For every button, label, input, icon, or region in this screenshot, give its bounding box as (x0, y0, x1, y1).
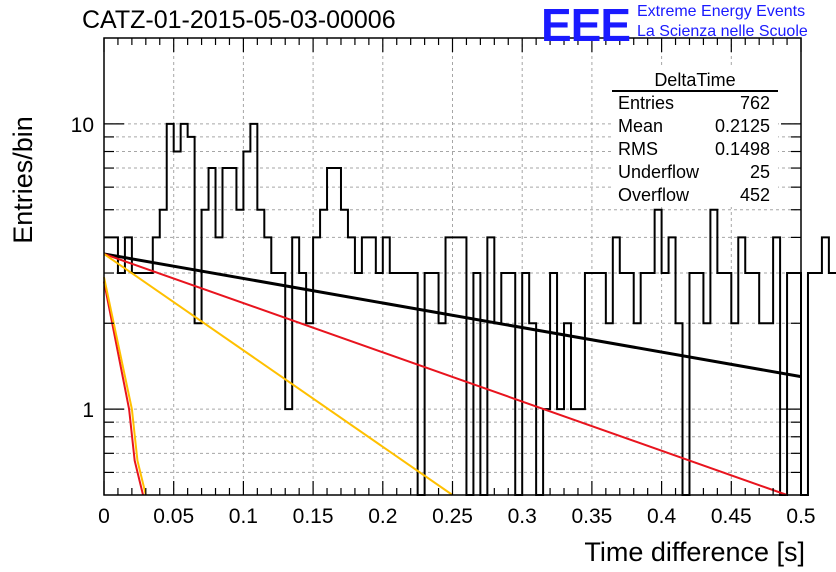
stat-label: Underflow (618, 162, 700, 182)
stat-label: Overflow (618, 185, 690, 205)
stat-label: RMS (618, 139, 658, 159)
eee-logo-mark: EEE (541, 0, 631, 51)
stat-value: 25 (749, 162, 770, 182)
x-tick-label: 0.05 (153, 505, 194, 528)
logo-line-1: Extreme Energy Events (637, 3, 806, 20)
x-tick-label: 0.5 (786, 505, 815, 528)
stat-value: 0.1498 (714, 139, 770, 159)
stat-row-rms: RMS 0.1498 (612, 138, 778, 161)
x-tick-label: 0.1 (229, 505, 258, 528)
fit-curves (103, 252, 802, 496)
x-tick-label: 0.25 (432, 505, 473, 528)
stat-label: Entries (618, 93, 675, 113)
stat-row-underflow: Underflow 25 (612, 161, 778, 184)
stats-box: DeltaTime Entries 762 Mean 0.2125 RMS 0.… (612, 68, 778, 207)
x-axis-label: Time difference [s] (584, 537, 805, 567)
stat-label: Mean (618, 116, 664, 136)
x-tick-label: 0.45 (711, 505, 752, 528)
x-tick-label: 0.15 (293, 505, 334, 528)
histogram-series (104, 122, 836, 496)
fit-line-2 (103, 253, 454, 496)
stat-value: 452 (739, 185, 770, 205)
stat-value: 0.2125 (714, 116, 770, 136)
stat-row-mean: Mean 0.2125 (612, 115, 778, 138)
x-tick-label: 0.35 (571, 505, 612, 528)
chart-title: CATZ-01-2015-05-03-00006 (82, 6, 396, 34)
y-tick-label: 10 (71, 114, 94, 137)
fit-line-0 (103, 252, 802, 379)
stat-row-entries: Entries 762 (612, 92, 778, 115)
x-tick-label: 0.2 (368, 505, 397, 528)
x-tick-label: 0.4 (647, 505, 677, 528)
logo-line-2: La Scienza nelle Scuole (637, 23, 808, 40)
y-tick-label: 1 (82, 399, 94, 422)
fit-line-3 (103, 281, 145, 496)
fit-line-1 (103, 252, 788, 496)
stat-row-overflow: Overflow 452 (612, 184, 778, 207)
x-tick-label: 0.3 (508, 505, 537, 528)
fit-line-4 (103, 277, 147, 496)
y-axis-label: Entries/bin (8, 116, 38, 244)
axes: 0 0.05 0.1 0.15 0.2 0.25 0.3 0.35 0.4 0.45 0.5 1 10 (71, 37, 816, 528)
stats-box-title: DeltaTime (612, 68, 778, 92)
stat-value: 762 (739, 93, 770, 113)
histogram-outline (104, 122, 836, 496)
x-tick-label: 0 (98, 505, 110, 528)
